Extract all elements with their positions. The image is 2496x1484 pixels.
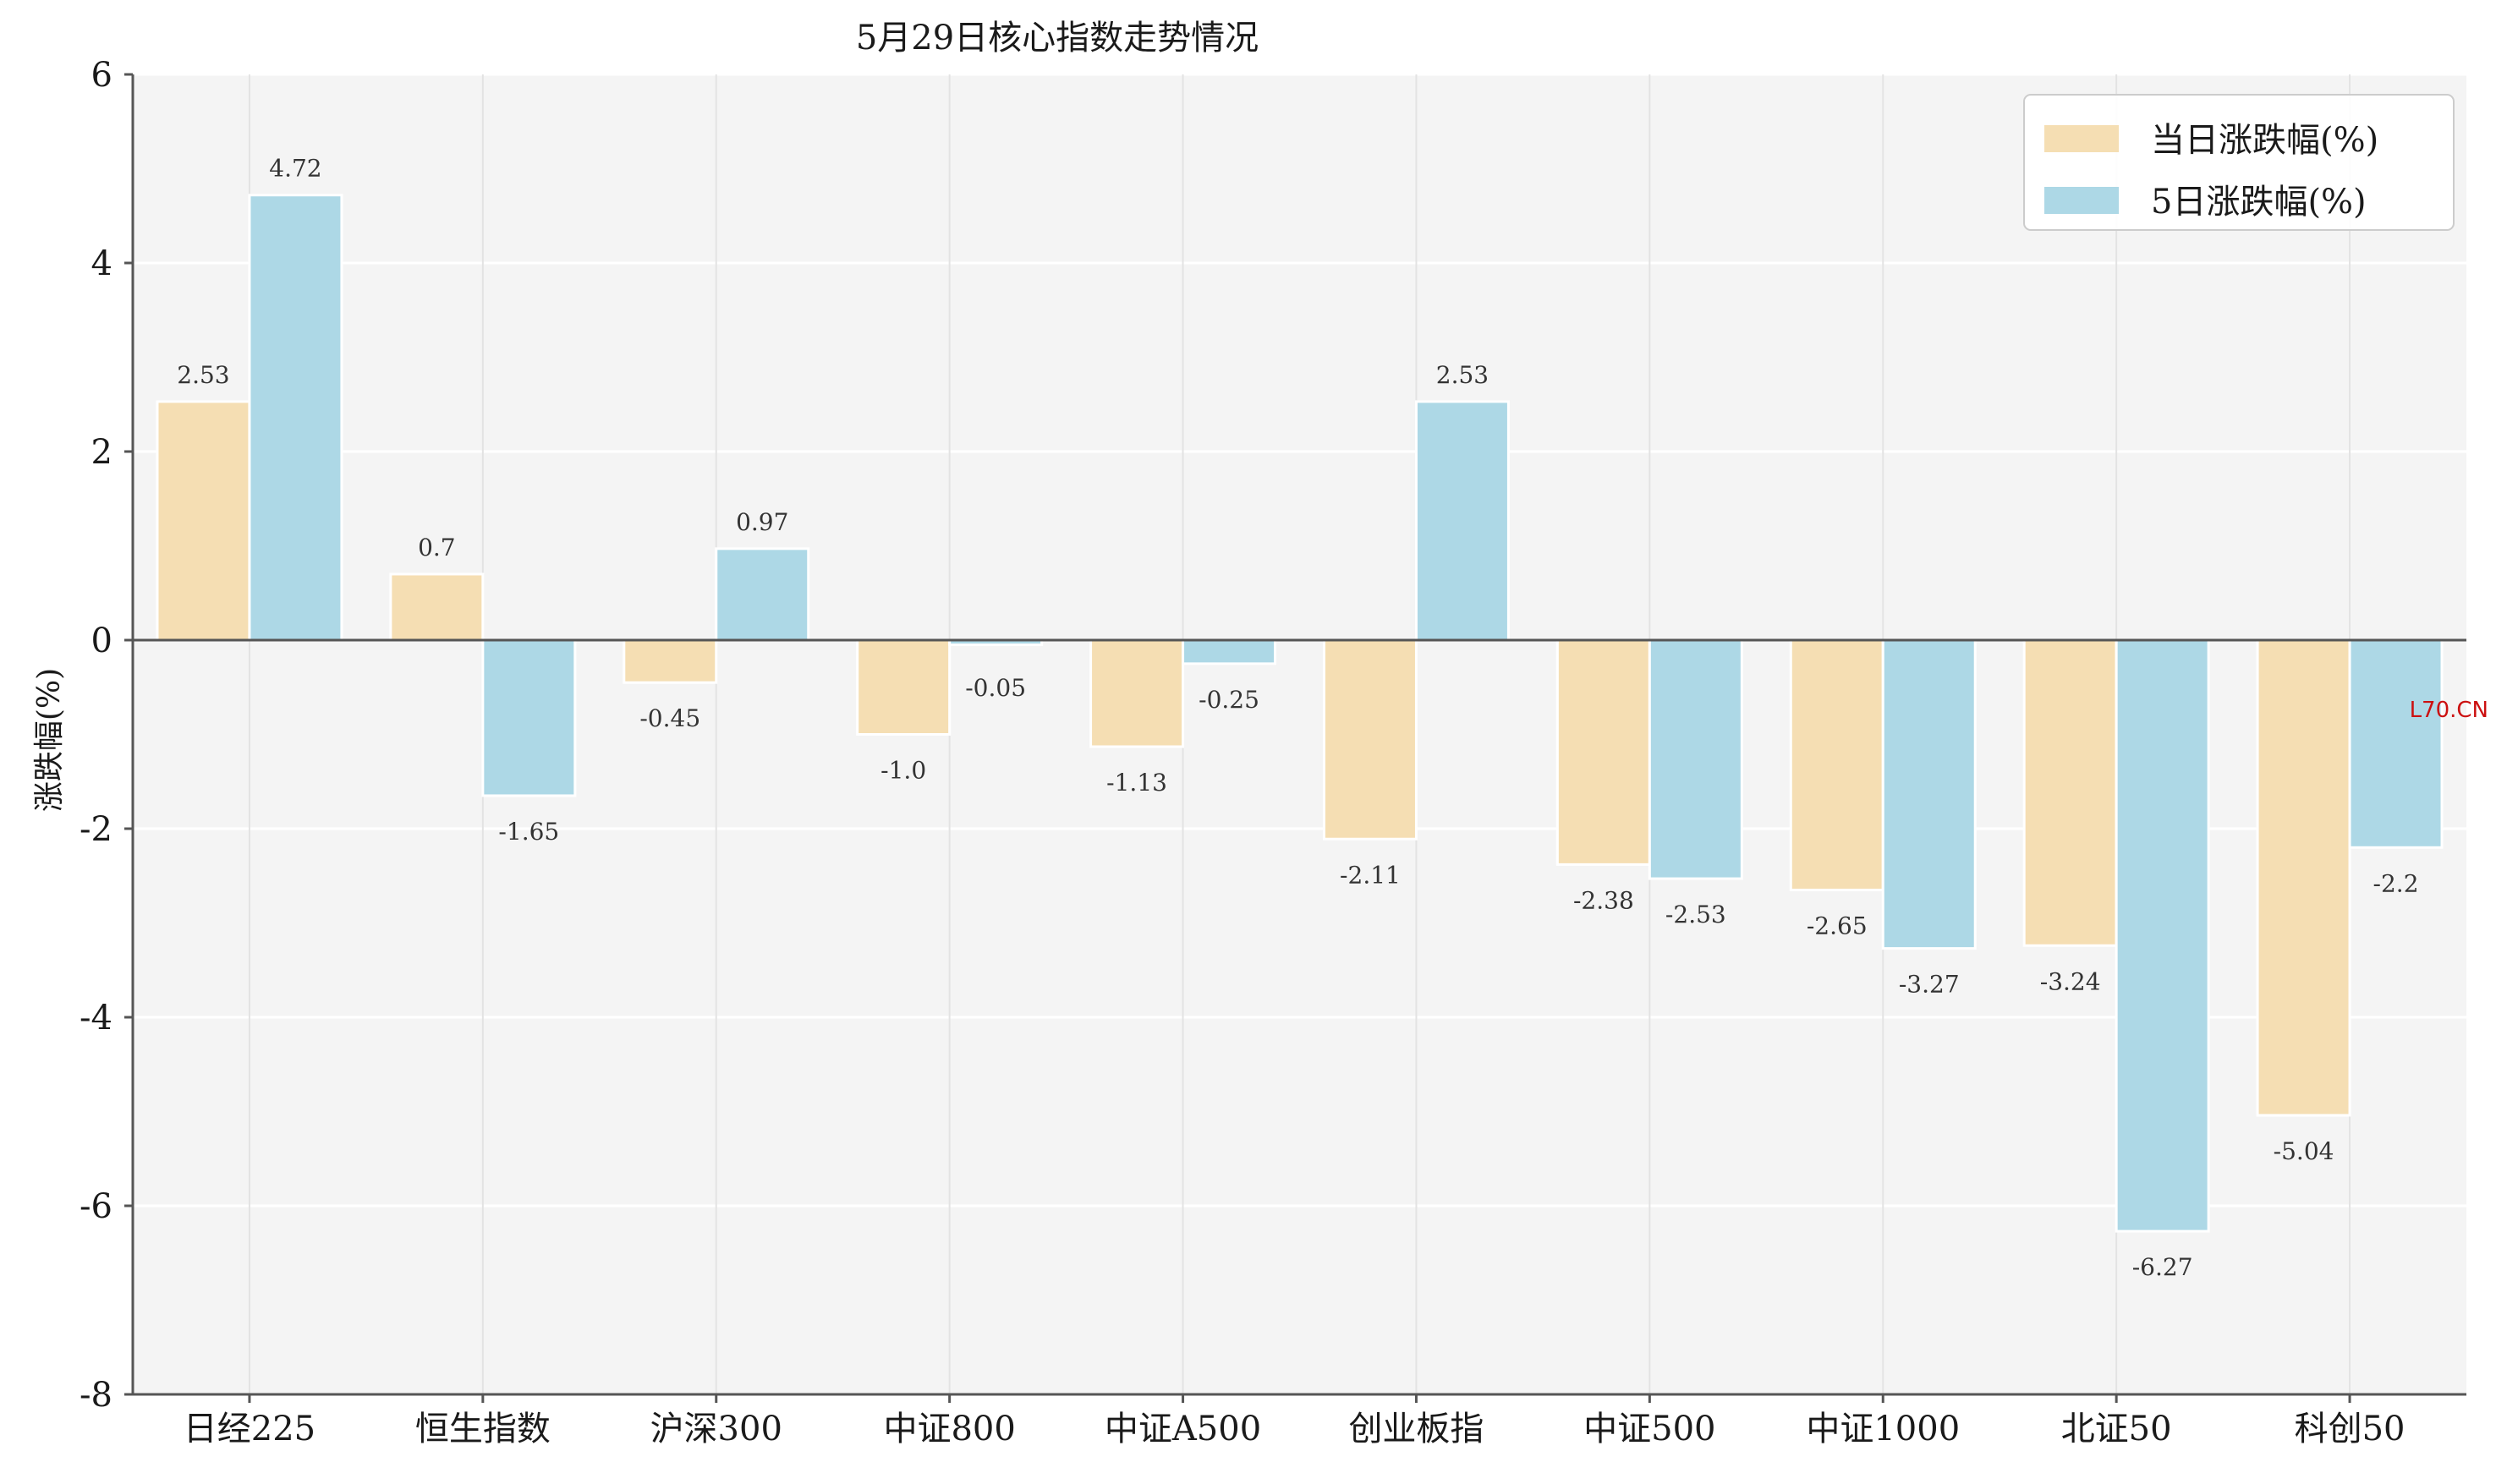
y-tick-label: -8 [80,1376,112,1415]
data-label-5day: -6.27 [2132,1253,2193,1281]
bar-daily-change [856,638,952,736]
data-label-daily: -1.13 [1106,769,1167,797]
chart-title: 5月29日核心指数走势情况 [856,19,1259,57]
legend: 当日涨跌幅(%) 5日涨跌幅(%) [2023,94,2455,231]
bar-5day-change [2115,638,2210,1233]
bar-daily-change [156,400,251,642]
data-label-5day: -3.27 [1899,971,1960,999]
x-tick-label: 中证500 [1583,1410,1715,1448]
data-label-5day: 0.97 [736,508,788,536]
y-tick-label: 2 [91,433,112,472]
data-label-5day: -2.2 [2373,869,2419,897]
bar-daily-change [1089,638,1185,748]
y-tick-label: -2 [80,810,112,849]
legend-swatch-5day [2044,187,2119,214]
bar-daily-change [2256,638,2351,1117]
y-axis-label: 涨跌幅(%) [32,668,67,812]
y-tick-label: -6 [80,1187,112,1226]
x-tick-label: 创业板指 [1348,1410,1484,1448]
data-label-5day: -2.53 [1665,901,1726,928]
bar-5day-change [1182,638,1277,665]
bar-5day-change [715,547,810,642]
x-tick-label: 科创50 [2295,1410,2405,1448]
data-label-daily: -2.65 [1807,912,1868,939]
legend-swatch-daily [2044,125,2119,152]
y-tick-label: 6 [91,56,112,95]
data-label-daily: -2.11 [1340,861,1401,889]
bar-daily-change [623,638,718,684]
x-tick-label: 恒生指数 [415,1410,551,1448]
x-tick-label: 沪深300 [650,1410,782,1448]
data-label-5day: 2.53 [1436,361,1489,389]
bar-5day-change [1881,638,1977,950]
bar-daily-change [1789,638,1884,891]
data-label-daily: -1.0 [880,757,926,785]
legend-box [2023,94,2455,231]
data-label-daily: -3.24 [2040,967,2101,995]
data-label-5day: -0.25 [1199,686,1259,714]
bar-5day-change [1648,638,1743,880]
x-tick-label: 日经225 [184,1410,315,1448]
legend-label-daily: 当日涨跌幅(%) [2151,121,2378,160]
bar-5day-change [1414,400,1510,642]
y-tick-label: 0 [91,622,112,660]
bar-daily-change [1322,638,1418,841]
bar-5day-change [481,638,577,797]
data-label-5day: 4.72 [269,155,321,183]
legend-label-5day: 5日涨跌幅(%) [2151,183,2367,222]
data-label-daily: 0.7 [418,534,456,561]
bar-5day-change [2348,638,2444,849]
data-label-5day: -0.05 [965,674,1026,702]
x-tick-label: 北证50 [2061,1410,2172,1448]
x-tick-label: 中证1000 [1806,1410,1960,1448]
y-tick-label: -4 [80,999,112,1038]
data-label-daily: 2.53 [177,361,229,389]
bar-daily-change [1555,638,1651,866]
bar-daily-change [389,572,485,642]
bar-5day-change [248,194,343,642]
y-tick-label: 4 [91,244,112,283]
x-tick-label: 中证800 [883,1410,1015,1448]
bar-daily-change [2022,638,2118,947]
data-label-daily: -5.04 [2274,1137,2334,1165]
data-label-daily: -2.38 [1573,886,1634,914]
x-tick-label: 中证A500 [1105,1410,1261,1448]
data-label-5day: -1.65 [498,818,559,846]
data-label-daily: -0.45 [639,704,700,732]
plot-area: 2.53 0.7 -0.45 -1.0 -1.13 -2.11 -2.38 -2.65 -3.2… [80,56,2466,1448]
watermark-text: L70.CN [2410,698,2488,723]
